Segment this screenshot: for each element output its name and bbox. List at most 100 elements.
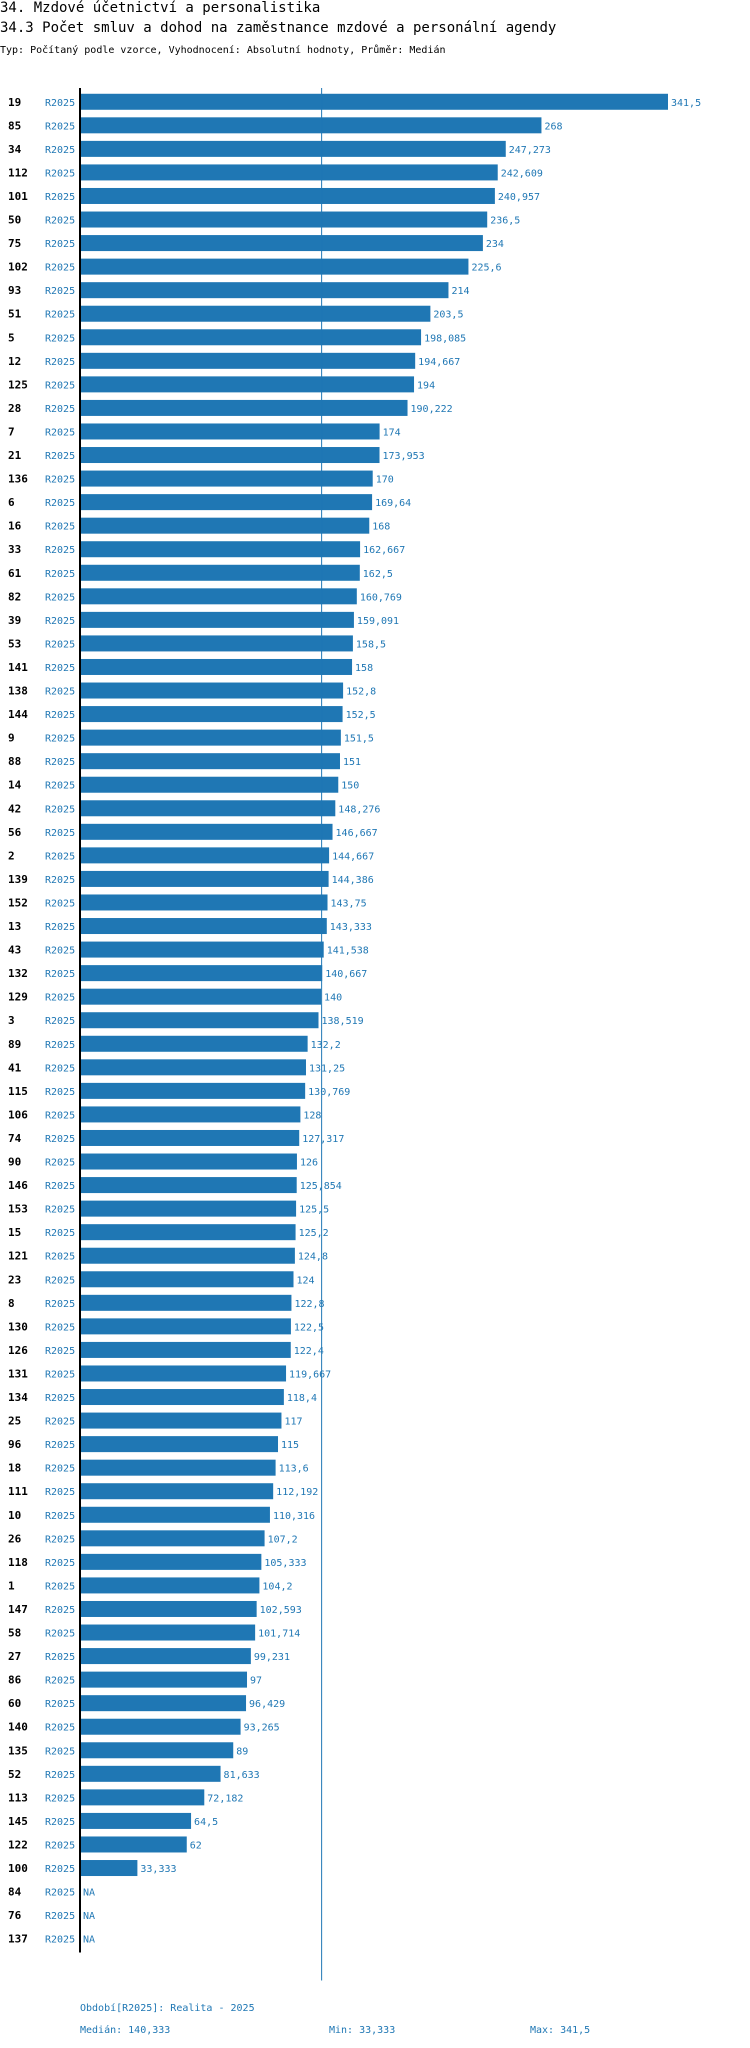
row-id-label: 61 [8, 567, 22, 580]
data-label: NA [83, 1888, 95, 1899]
bar [80, 823, 333, 840]
row-id-label: 145 [8, 1815, 28, 1828]
bar [80, 965, 323, 982]
row-series-label: R2025 [45, 451, 75, 462]
data-label: 162,667 [363, 545, 405, 556]
row-series-label: R2025 [45, 1840, 75, 1851]
data-label: 122,4 [294, 1346, 324, 1357]
bar [80, 564, 360, 581]
row-id-label: 15 [8, 1226, 21, 1239]
data-label: 101,714 [258, 1629, 300, 1640]
data-label: 225,6 [471, 263, 501, 274]
row-id-label: 112 [8, 166, 28, 179]
chart-subtitle: Typ: Počítaný podle vzorce, Vyhodnocení:… [0, 45, 446, 56]
row-series-label: R2025 [45, 1393, 75, 1404]
row-series-label: R2025 [45, 804, 75, 815]
data-label: 132,2 [311, 1040, 341, 1051]
row-id-label: 136 [8, 473, 28, 486]
row-id-label: 42 [8, 802, 21, 815]
row-series-label: R2025 [45, 1110, 75, 1121]
data-label: 112,192 [276, 1487, 318, 1498]
row-series-label: R2025 [45, 663, 75, 674]
row-series-label: R2025 [45, 993, 75, 1004]
row-series-label: R2025 [45, 427, 75, 438]
bar [80, 776, 339, 793]
bar [80, 753, 340, 770]
row-id-label: 126 [8, 1344, 28, 1357]
footer-max: Max: 341,5 [530, 2025, 591, 2036]
data-label: 127,317 [302, 1134, 344, 1145]
bar [80, 235, 483, 252]
row-series-label: R2025 [45, 1134, 75, 1145]
row-id-label: 131 [8, 1367, 28, 1380]
bar [80, 140, 506, 157]
row-series-label: R2025 [45, 1652, 75, 1663]
row-id-label: 19 [8, 96, 21, 109]
bar [80, 635, 353, 652]
section-title: 34. Mzdové účetnictví a personalistika [0, 0, 321, 16]
row-id-label: 10 [8, 1509, 21, 1522]
bar [80, 706, 343, 723]
row-id-label: 12 [8, 355, 21, 368]
bar [80, 941, 324, 958]
row-id-label: 139 [8, 873, 28, 886]
row-id-label: 115 [8, 1085, 28, 1098]
data-label: 162,5 [363, 569, 393, 580]
data-label: 174 [383, 427, 401, 438]
row-series-label: R2025 [45, 569, 75, 580]
row-series-label: R2025 [45, 1935, 75, 1946]
row-series-label: R2025 [45, 781, 75, 792]
bar [80, 447, 380, 464]
row-series-label: R2025 [45, 1888, 75, 1899]
footer-period: Období[R2025]: Realita - 2025 [80, 2003, 255, 2014]
row-series-label: R2025 [45, 592, 75, 603]
row-id-label: 122 [8, 1838, 28, 1851]
data-label: 124 [297, 1275, 315, 1286]
row-series-label: R2025 [45, 898, 75, 909]
row-id-label: 132 [8, 967, 28, 980]
row-id-label: 8 [8, 1297, 15, 1310]
bar [80, 588, 357, 605]
row-series-label: R2025 [45, 1558, 75, 1569]
row-id-label: 14 [8, 779, 22, 792]
row-series-label: R2025 [45, 1534, 75, 1545]
data-label: 33,333 [140, 1864, 176, 1875]
row-series-label: R2025 [45, 216, 75, 227]
row-series-label: R2025 [45, 687, 75, 698]
row-id-label: 86 [8, 1674, 22, 1687]
row-id-label: 85 [8, 119, 21, 132]
data-label: 173,953 [383, 451, 425, 462]
data-label: 341,5 [671, 98, 701, 109]
data-label: 203,5 [433, 310, 463, 321]
row-series-label: R2025 [45, 946, 75, 957]
bar [80, 517, 370, 534]
row-series-label: R2025 [45, 1205, 75, 1216]
row-series-label: R2025 [45, 1275, 75, 1286]
data-label: 105,333 [264, 1558, 306, 1569]
row-series-label: R2025 [45, 1864, 75, 1875]
bar [80, 1812, 192, 1829]
row-series-label: R2025 [45, 286, 75, 297]
bar [80, 93, 668, 110]
row-id-label: 144 [8, 708, 28, 721]
row-series-label: R2025 [45, 757, 75, 768]
row-id-label: 118 [8, 1556, 28, 1569]
row-id-label: 140 [8, 1721, 28, 1734]
row-series-label: R2025 [45, 1181, 75, 1192]
row-id-label: 3 [8, 1014, 15, 1027]
data-label: 119,667 [289, 1369, 331, 1380]
row-id-label: 27 [8, 1650, 21, 1663]
data-label: 150 [341, 781, 359, 792]
bar [80, 682, 344, 699]
row-series-label: R2025 [45, 475, 75, 486]
bar [80, 258, 469, 275]
bar [80, 1200, 297, 1217]
data-label: 140,667 [325, 969, 367, 980]
row-series-label: R2025 [45, 1252, 75, 1263]
data-label: 125,2 [299, 1228, 329, 1239]
row-id-label: 76 [8, 1909, 22, 1922]
bar [80, 1224, 296, 1241]
data-label: 242,609 [501, 168, 543, 179]
bar [80, 847, 330, 864]
